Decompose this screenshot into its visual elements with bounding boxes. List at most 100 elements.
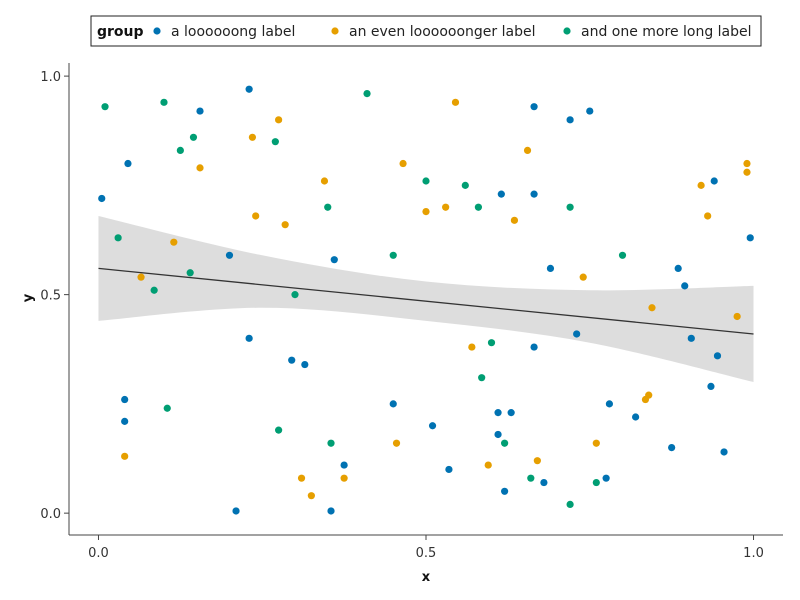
data-point — [687, 334, 695, 342]
x-axis-title: x — [422, 570, 431, 585]
x-ticks: 0.0 0.5 1.0 — [88, 535, 764, 561]
data-point — [248, 133, 257, 141]
data-point — [484, 461, 492, 469]
points-layer — [98, 85, 754, 515]
data-point — [124, 159, 132, 168]
data-point — [645, 391, 653, 399]
legend-label: a loooooong label — [171, 24, 295, 40]
confidence-band-layer — [98, 215, 754, 383]
data-point — [114, 234, 122, 242]
data-point — [461, 181, 469, 189]
legend-label: an even loooooonger label — [349, 24, 535, 40]
data-point — [668, 443, 676, 452]
data-point — [530, 343, 538, 351]
data-point — [121, 452, 129, 460]
data-point — [720, 448, 728, 456]
data-point — [605, 400, 614, 408]
regression-line-layer — [98, 267, 754, 335]
data-point — [232, 507, 240, 515]
y-ticks: 0.0 0.5 1.0 — [40, 70, 69, 522]
data-point — [540, 478, 548, 487]
data-point — [474, 203, 483, 211]
regression-line — [98, 267, 754, 335]
data-point — [501, 487, 509, 495]
data-point — [327, 507, 335, 515]
data-point — [320, 177, 329, 185]
data-point — [252, 212, 260, 220]
data-point — [697, 181, 705, 189]
series-2 — [121, 98, 751, 500]
y-tick-label: 0.0 — [40, 507, 61, 522]
legend-marker — [331, 27, 339, 35]
x-tick-label: 0.0 — [88, 546, 109, 561]
data-point — [137, 273, 145, 281]
legend: group a loooooong label an even loooooong… — [90, 15, 762, 47]
confidence-band — [98, 215, 754, 383]
data-point — [196, 107, 204, 115]
data-point — [297, 474, 306, 482]
data-point — [428, 422, 437, 430]
data-point — [704, 212, 712, 220]
data-point — [307, 492, 315, 500]
x-tick-label: 1.0 — [743, 546, 764, 561]
legend-box — [90, 15, 762, 47]
data-point — [186, 269, 194, 277]
data-point — [98, 194, 106, 203]
data-point — [546, 264, 555, 273]
data-point — [478, 374, 486, 382]
data-point — [494, 430, 502, 439]
data-point — [566, 116, 574, 124]
y-tick-label: 1.0 — [40, 70, 61, 85]
data-point — [632, 413, 640, 421]
data-point — [602, 474, 610, 482]
data-point — [586, 107, 594, 115]
legend-title: group — [97, 24, 144, 40]
data-point — [399, 159, 407, 168]
data-point — [533, 457, 541, 465]
data-point — [225, 251, 234, 259]
data-point — [494, 409, 502, 417]
y-tick-label: 0.5 — [40, 289, 61, 304]
legend-items: a loooooong label an even loooooonger lab… — [153, 24, 752, 40]
data-point — [713, 352, 722, 360]
data-point — [422, 207, 430, 216]
data-point — [523, 146, 532, 155]
data-point — [710, 177, 718, 185]
data-point — [340, 474, 348, 482]
data-point — [245, 85, 253, 93]
data-point — [121, 417, 129, 425]
data-point — [681, 282, 689, 290]
data-point — [501, 439, 509, 447]
data-point — [327, 439, 335, 447]
data-point — [245, 334, 253, 342]
data-point — [101, 103, 109, 111]
legend-label: and one more long label — [581, 24, 752, 40]
data-point — [422, 177, 430, 185]
data-point — [530, 103, 538, 111]
data-point — [189, 133, 198, 141]
data-point — [163, 404, 171, 412]
data-point — [487, 339, 496, 347]
data-point — [392, 439, 401, 447]
data-point — [743, 159, 751, 168]
data-point — [451, 98, 460, 106]
data-point — [121, 395, 129, 404]
data-point — [170, 238, 178, 246]
data-point — [301, 360, 309, 369]
y-axis-title: y — [21, 293, 36, 302]
data-point — [288, 356, 296, 364]
legend-marker — [153, 27, 161, 35]
data-point — [527, 474, 535, 482]
data-point — [733, 312, 741, 321]
series-1 — [98, 85, 754, 515]
data-point — [445, 465, 453, 474]
data-point — [579, 273, 587, 281]
data-point — [468, 343, 476, 351]
data-point — [389, 400, 397, 408]
series-3 — [101, 89, 627, 509]
data-point — [592, 478, 600, 487]
data-point — [176, 146, 184, 155]
axes: 0.0 0.5 1.0 0.0 0.5 1.0 x y — [21, 63, 783, 585]
